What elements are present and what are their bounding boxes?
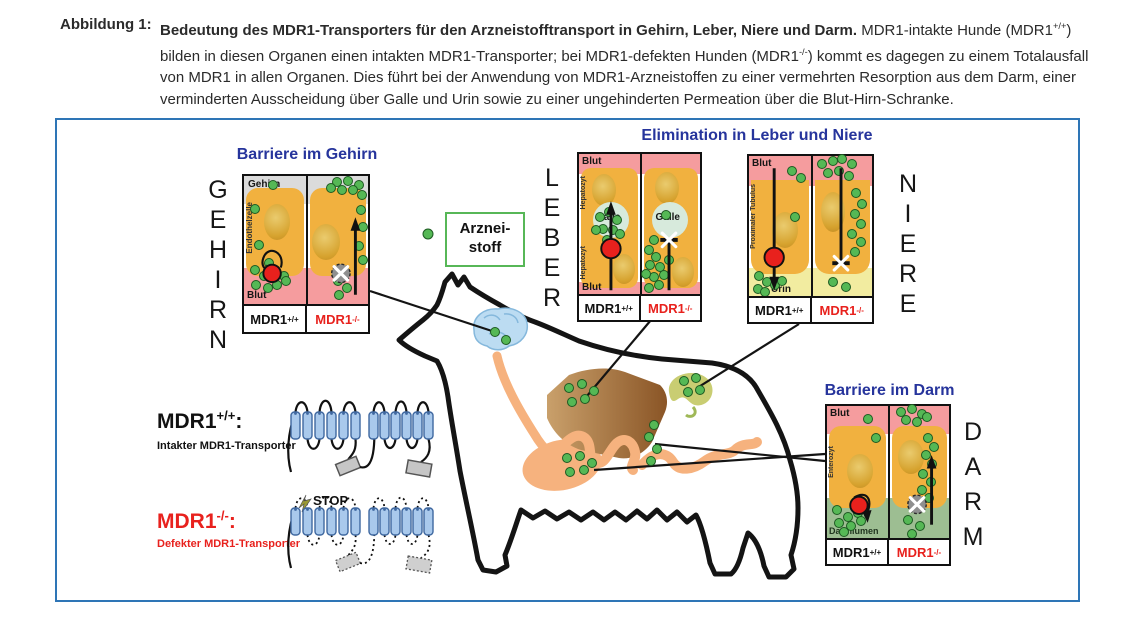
dog-illustration-svg — [369, 271, 826, 580]
tm-helices-group2 — [368, 411, 434, 440]
mdr1-pump-icon — [600, 237, 622, 260]
panel-leber: Blut Hepatozyt Hepatozyt Galle Blut Gall… — [577, 152, 702, 322]
brain-organ — [473, 307, 529, 351]
intact-transporter-drawing — [287, 399, 434, 478]
intestine-organ — [552, 430, 641, 475]
drug-dot-legend — [422, 228, 434, 240]
genotype-label-wildtype: MDR1 +/+ — [584, 300, 633, 316]
wildtype-protein-desc: Intakter MDR1-Transporter — [157, 440, 296, 452]
figure-box: Barriere im Gehirn Elimination in Leber … — [55, 118, 1080, 602]
genotype-label-wildtype: MDR1 +/+ — [755, 302, 804, 318]
panel-niere: Blut Proximaler Tubulus Urin MDR1 +/+ MDR… — [747, 154, 874, 324]
genotype-label-mutant: MDR1 -/- — [638, 296, 701, 320]
blut-top-label-leber: Blut — [582, 156, 602, 167]
leber-transport-glyphs — [600, 201, 678, 291]
drug-legend-box: Arznei- stoff — [445, 212, 525, 267]
niere-transport-glyphs — [763, 168, 850, 291]
connector-lines — [369, 289, 826, 472]
genotype-label-mutant: MDR1 -/- — [887, 540, 949, 564]
organ-word-darm: DARM — [959, 418, 987, 558]
figure-caption-text: Bedeutung des MDR1-Transporters für den … — [160, 21, 1089, 108]
genotype-label-wildtype: MDR1 +/+ — [832, 544, 882, 560]
blut-label-gehirn: Blut — [247, 290, 267, 301]
wildtype-genotype-heading: MDR1+/+: — [157, 408, 243, 433]
line-intestine-to-darm-panel — [654, 442, 826, 463]
figure-caption-label: Abbildung 1: — [60, 16, 152, 33]
title-elimination-leber-niere: Elimination in Leber und Niere — [641, 127, 873, 144]
genotype-label-wildtype: MDR1 +/+ — [250, 311, 299, 327]
tm-helices-group1 — [290, 411, 361, 440]
darm-transport-glyphs — [849, 454, 937, 525]
stop-codon-label: STOP — [313, 493, 348, 508]
organ-word-niere: NIERE — [894, 170, 922, 320]
panel-darm: Blut Enterozyt Darmlumen MDR1 +/+ MDR1 -/- — [825, 404, 951, 566]
genotype-label-mutant: MDR1 -/- — [305, 306, 368, 332]
mdr1-pump-icon — [262, 263, 282, 284]
mutant-protein-desc: Defekter MDR1-Transporter — [157, 538, 301, 550]
mutant-genotype-heading: MDR1-/-: — [157, 508, 236, 533]
gehirn-region-label: Gehirn — [248, 179, 281, 190]
drug-legend-line1: Arznei- — [459, 220, 511, 237]
galle-label-wt: Galle — [596, 212, 621, 223]
blut-bottom-label-leber: Blut — [582, 282, 602, 293]
drug-legend-line2: stoff — [468, 239, 502, 256]
tm-helices-group2 — [368, 507, 434, 536]
blut-label-niere: Blut — [752, 158, 772, 169]
title-barriere-darm: Barriere im Darm — [824, 382, 955, 399]
organ-word-gehirn: GEHIRN — [204, 176, 232, 356]
gehirn-transport-glyphs — [261, 217, 361, 295]
tm-helices-group1 — [290, 507, 361, 536]
panel-gehirn: Gehirn Endothelzelle Blut MDR1 +/+ MDR1 -/… — [242, 174, 370, 334]
line-niere-panel-to-kidney — [696, 323, 800, 389]
title-barriere-gehirn: Barriere im Gehirn — [236, 146, 378, 163]
urin-label: Urin — [771, 284, 791, 295]
mdr1-pump-icon — [763, 246, 785, 269]
line-leber-panel-to-liver — [586, 319, 652, 397]
mdr1-pump-icon — [849, 495, 869, 516]
organ-word-leber: LEBER — [538, 164, 566, 314]
blut-label-darm: Blut — [830, 408, 850, 419]
defective-transporter-drawing: STOP — [287, 493, 434, 574]
genotype-label-mutant: MDR1 -/- — [809, 298, 873, 322]
colon-organ — [637, 437, 762, 474]
line-brain-to-gehirn-panel — [369, 289, 496, 334]
stop-flash-icon — [298, 494, 312, 513]
